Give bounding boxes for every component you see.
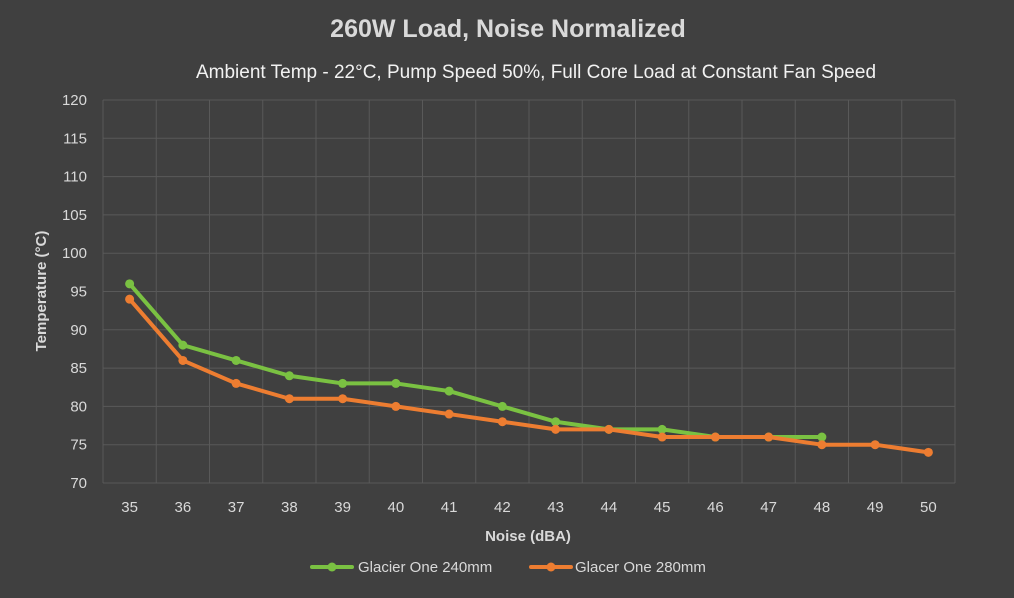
data-point bbox=[284, 394, 294, 404]
y-tick-label: 115 bbox=[63, 130, 87, 147]
legend-item: Glacer One 280mm bbox=[529, 559, 706, 576]
data-point bbox=[817, 440, 827, 450]
x-tick-label: 38 bbox=[281, 499, 298, 516]
data-point bbox=[551, 424, 561, 434]
series-lines bbox=[125, 279, 933, 457]
x-tick-label: 35 bbox=[121, 499, 138, 516]
x-tick-label: 36 bbox=[175, 499, 192, 516]
y-tick-label: 100 bbox=[62, 245, 87, 262]
y-tick-label: 85 bbox=[70, 360, 87, 377]
data-point bbox=[657, 432, 667, 442]
legend-swatch-marker bbox=[546, 562, 556, 572]
x-tick-label: 37 bbox=[228, 499, 245, 516]
gridlines bbox=[102, 99, 956, 484]
legend: Glacier One 240mm Glacer One 280mm bbox=[310, 559, 706, 576]
data-point bbox=[338, 394, 348, 404]
data-point bbox=[125, 294, 135, 304]
y-tick-label: 95 bbox=[70, 284, 87, 301]
y-tick-label: 105 bbox=[62, 207, 87, 224]
legend-label: Glacer One 280mm bbox=[575, 559, 706, 576]
data-point bbox=[551, 417, 561, 427]
x-axis-ticks: 35 36 37 38 39 40 41 42 43 44 45 46 47 48 49 50 bbox=[121, 499, 936, 516]
data-point bbox=[710, 432, 720, 442]
x-axis-title: Noise (dBA) bbox=[485, 528, 571, 545]
series-2 bbox=[125, 294, 933, 457]
legend-label: Glacier One 240mm bbox=[358, 559, 492, 576]
data-point bbox=[231, 355, 241, 365]
y-tick-label: 70 bbox=[70, 475, 87, 492]
data-point bbox=[444, 386, 454, 396]
data-point bbox=[817, 432, 827, 442]
data-point bbox=[870, 440, 880, 450]
data-point bbox=[497, 417, 507, 427]
chart-title: 260W Load, Noise Normalized bbox=[330, 15, 686, 43]
x-tick-label: 43 bbox=[547, 499, 564, 516]
data-point bbox=[764, 432, 774, 442]
x-tick-label: 48 bbox=[814, 499, 831, 516]
data-point bbox=[604, 424, 614, 434]
data-point bbox=[657, 424, 667, 434]
x-tick-label: 40 bbox=[388, 499, 405, 516]
legend-swatch-marker bbox=[327, 562, 337, 572]
x-tick-label: 46 bbox=[707, 499, 724, 516]
legend-item: Glacier One 240mm bbox=[310, 559, 492, 576]
y-tick-label: 80 bbox=[70, 398, 87, 415]
chart-subtitle: Ambient Temp - 22°C, Pump Speed 50%, Ful… bbox=[196, 62, 876, 83]
x-tick-label: 49 bbox=[867, 499, 884, 516]
x-tick-label: 44 bbox=[601, 499, 618, 516]
data-point bbox=[497, 401, 507, 411]
data-point bbox=[231, 378, 241, 388]
series-line bbox=[127, 297, 931, 455]
x-tick-label: 50 bbox=[920, 499, 937, 516]
data-point bbox=[391, 378, 401, 388]
x-tick-label: 45 bbox=[654, 499, 671, 516]
y-tick-label: 110 bbox=[63, 169, 87, 186]
data-point bbox=[391, 401, 401, 411]
x-tick-label: 41 bbox=[441, 499, 458, 516]
data-point bbox=[284, 371, 294, 381]
data-point bbox=[178, 355, 188, 365]
y-tick-label: 75 bbox=[70, 437, 87, 454]
data-point bbox=[178, 340, 188, 350]
y-axis-title: Temperature (°C) bbox=[33, 231, 50, 352]
data-point bbox=[338, 378, 348, 388]
x-tick-label: 39 bbox=[334, 499, 351, 516]
x-tick-label: 47 bbox=[760, 499, 777, 516]
x-tick-label: 42 bbox=[494, 499, 511, 516]
data-point bbox=[444, 409, 454, 419]
data-point bbox=[923, 447, 933, 457]
y-tick-label: 90 bbox=[70, 322, 87, 339]
y-axis-ticks: 70 75 80 85 90 95 100 105 110 115 120 bbox=[62, 92, 87, 492]
data-point bbox=[125, 279, 135, 289]
y-tick-label: 120 bbox=[62, 92, 87, 109]
